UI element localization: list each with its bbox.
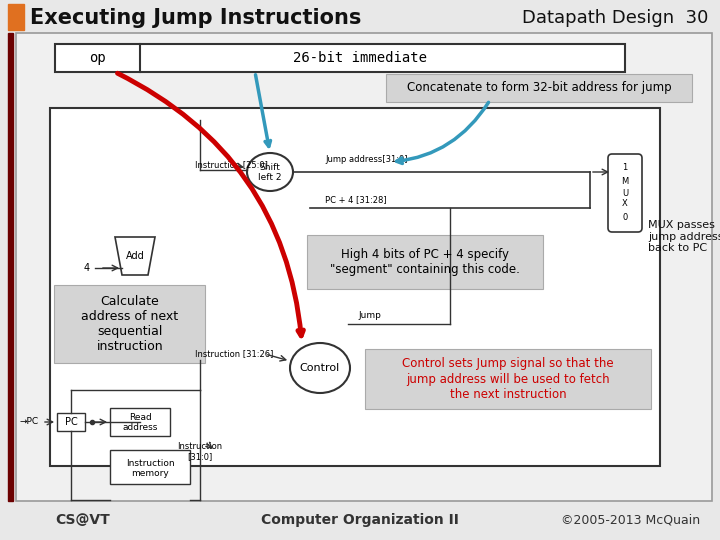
Text: Calculate
address of next
sequential
instruction: Calculate address of next sequential ins… <box>81 295 179 353</box>
Text: Control: Control <box>300 363 340 373</box>
Text: op: op <box>89 51 105 65</box>
Text: 0: 0 <box>622 213 628 222</box>
Text: →PC: →PC <box>20 417 39 427</box>
Text: Jump address[31:0]: Jump address[31:0] <box>325 156 408 165</box>
Text: PC + 4 [31:28]: PC + 4 [31:28] <box>325 195 387 205</box>
Ellipse shape <box>247 153 293 191</box>
Text: Control sets Jump signal so that the
jump address will be used to fetch
the next: Control sets Jump signal so that the jum… <box>402 357 614 401</box>
FancyBboxPatch shape <box>386 74 692 102</box>
Text: memory: memory <box>131 469 169 478</box>
FancyBboxPatch shape <box>16 33 712 501</box>
Bar <box>8 4 24 30</box>
Text: Add: Add <box>125 251 145 261</box>
FancyBboxPatch shape <box>365 349 651 409</box>
Text: Shift: Shift <box>260 163 280 172</box>
Text: 1: 1 <box>622 164 628 172</box>
FancyBboxPatch shape <box>55 44 625 72</box>
Text: ©2005-2013 McQuain: ©2005-2013 McQuain <box>561 514 700 526</box>
FancyBboxPatch shape <box>608 154 642 232</box>
Polygon shape <box>115 237 155 275</box>
Text: 4: 4 <box>84 263 90 273</box>
Text: Instruction
[31:0]: Instruction [31:0] <box>177 442 222 461</box>
Text: Instruction [31:26]: Instruction [31:26] <box>195 349 274 359</box>
FancyBboxPatch shape <box>307 235 543 289</box>
Text: Executing Jump Instructions: Executing Jump Instructions <box>30 8 361 28</box>
Text: High 4 bits of PC + 4 specify
"segment" containing this code.: High 4 bits of PC + 4 specify "segment" … <box>330 248 520 276</box>
Text: MUX passes
jump address
back to PC: MUX passes jump address back to PC <box>648 220 720 253</box>
Text: left 2: left 2 <box>258 173 282 183</box>
Text: Jump: Jump <box>358 312 381 321</box>
Text: X: X <box>622 199 628 208</box>
FancyBboxPatch shape <box>110 450 190 484</box>
Text: Datapath Design  30: Datapath Design 30 <box>521 9 708 27</box>
Text: Instruction: Instruction <box>126 458 174 468</box>
Text: CS@VT: CS@VT <box>55 513 109 527</box>
Text: U: U <box>622 188 628 198</box>
Text: Instruction [25:0]: Instruction [25:0] <box>195 160 268 170</box>
Text: M: M <box>621 178 629 186</box>
Text: 26-bit immediate: 26-bit immediate <box>293 51 427 65</box>
FancyBboxPatch shape <box>50 108 660 466</box>
FancyBboxPatch shape <box>57 413 85 431</box>
Text: address: address <box>122 423 158 433</box>
Text: Concatenate to form 32-bit address for jump: Concatenate to form 32-bit address for j… <box>407 82 671 94</box>
Text: Computer Organization II: Computer Organization II <box>261 513 459 527</box>
Ellipse shape <box>290 343 350 393</box>
FancyBboxPatch shape <box>110 408 170 436</box>
FancyBboxPatch shape <box>54 285 205 363</box>
Text: Read: Read <box>129 414 151 422</box>
Text: PC: PC <box>65 417 77 427</box>
Bar <box>8 33 13 501</box>
